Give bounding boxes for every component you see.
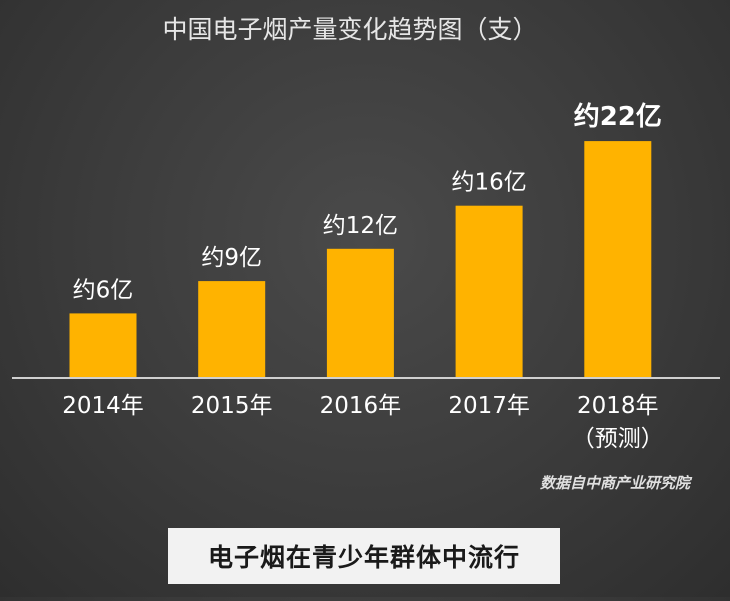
bar-2 bbox=[326, 248, 394, 378]
bar-0 bbox=[69, 313, 137, 378]
chart-title: 中国电子烟产量变化趋势图（支） bbox=[162, 15, 537, 44]
data-label-4: 约22亿 bbox=[574, 101, 662, 132]
data-label-0: 约6亿 bbox=[73, 277, 134, 303]
x-tick-labels: 2014年 2015年 2016年 2017年 2018年 （预测） bbox=[62, 393, 664, 452]
x-tick-label-1: 2015年 bbox=[191, 393, 273, 419]
x-tick-note-4: （预测） bbox=[572, 426, 664, 452]
x-tick-label-2: 2016年 bbox=[320, 393, 402, 419]
bar-1 bbox=[198, 281, 266, 378]
x-tick-label-4: 2018年 bbox=[577, 393, 659, 419]
bars-layer: 约6亿 约9亿 约12亿 约16亿 约22亿 bbox=[69, 101, 662, 378]
caption-banner: 电子烟在青少年群体中流行 bbox=[168, 528, 560, 584]
x-tick-label-0: 2014年 bbox=[62, 393, 144, 419]
data-label-2: 约12亿 bbox=[323, 213, 398, 239]
caption-text: 电子烟在青少年群体中流行 bbox=[207, 543, 520, 572]
bar-3 bbox=[455, 205, 523, 378]
source-note: 数据自中商产业研究院 bbox=[540, 474, 693, 492]
data-label-1: 约9亿 bbox=[201, 245, 262, 271]
data-label-3: 约16亿 bbox=[451, 170, 526, 196]
x-tick-label-3: 2017年 bbox=[448, 393, 530, 419]
bar-4 bbox=[584, 141, 652, 378]
